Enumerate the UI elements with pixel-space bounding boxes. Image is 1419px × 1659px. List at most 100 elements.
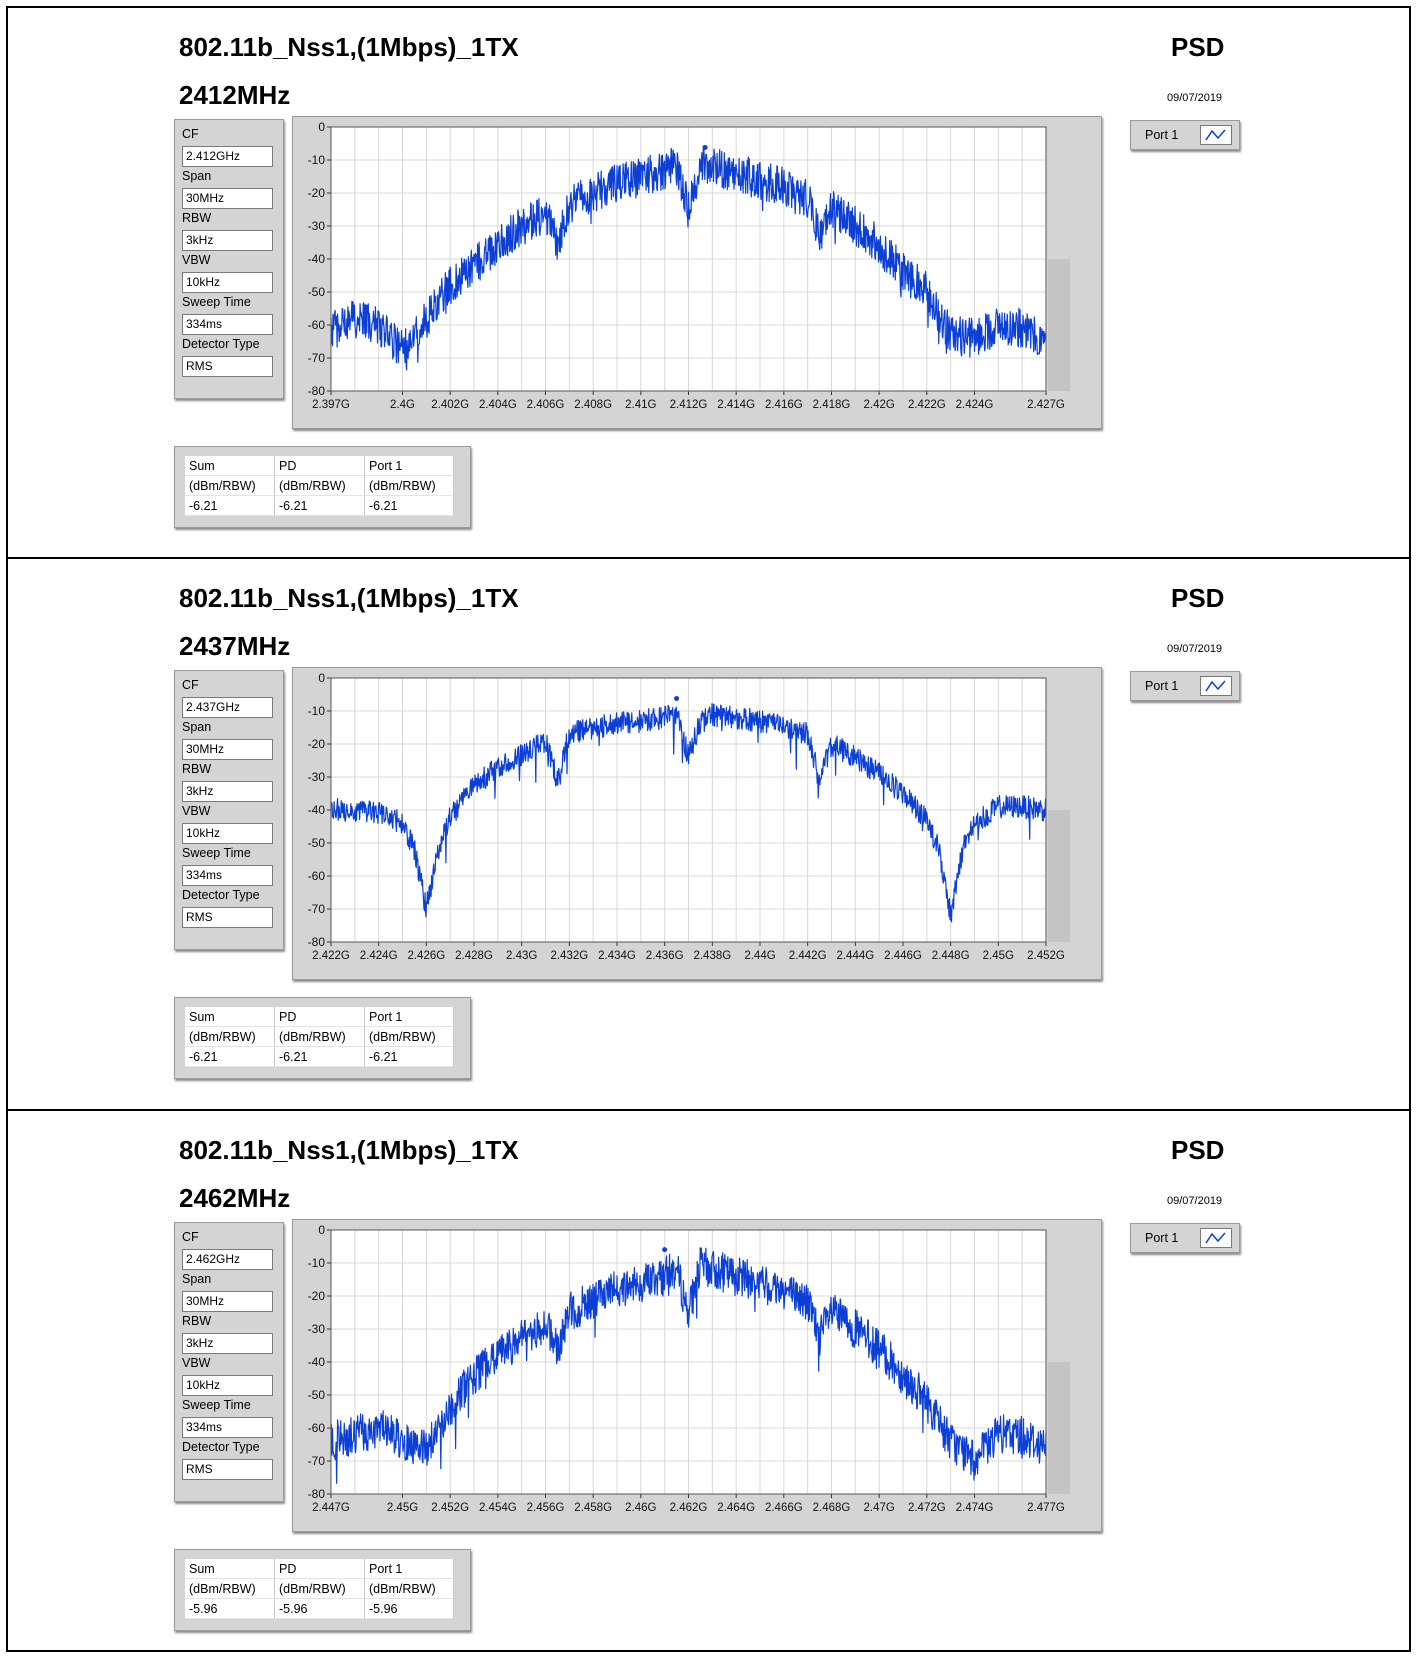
y-tick-label: -80 [308,1487,326,1501]
report-date: 09/07/2019 [1167,1195,1223,1207]
x-tick-label: 2.444G [836,950,874,962]
psd-panel-2437: 802.11b_Nss1,(1Mbps)_1TX 2437MHz PSD 09/07/… [8,557,1411,1109]
y-tick-label: -60 [308,1421,326,1435]
plot-border [330,677,1047,943]
y-tick-label: -10 [308,704,326,718]
psd-trace-port-1 [330,703,1047,923]
psd-panel-2462: 802.11b_Nss1,(1Mbps)_1TX 2462MHz PSD 09/07/… [8,1109,1411,1659]
y-tick-label: -10 [308,1256,326,1270]
setting-value-field[interactable]: 3kHz [182,230,273,251]
settings-panel: CF 2.412GHz Span 30MHz RBW 3kHz VBW 10kHz Sweep … [174,119,284,399]
setting-value-field[interactable]: 10kHz [182,1375,273,1396]
table-value-cell: -6.21 [185,496,275,516]
setting-label: Span [182,169,212,183]
x-tick-label: 2.428G [455,950,493,962]
x-tick-label: 2.45G [983,950,1014,962]
psd-trace-port-1 [330,1247,1047,1484]
x-tick-label: 2.41G [625,399,656,411]
x-tick-label: 2.4G [390,399,415,411]
y-tick-label: -70 [308,351,326,365]
plot-border [330,126,1047,392]
x-tick-label: 2.416G [765,399,803,411]
results-table: Sum (dBm/RBW) -6.21 PD (dBm/RBW) -6.21 Port 1(… [174,446,471,528]
channel-frequency: 2462MHz [179,1183,291,1213]
plot-legend[interactable]: Port 1 [1130,1223,1240,1253]
psd-graph: 0 -10 -20 -30 -40 -50 -60 -70 -80 2.422G 2.424G 2.4… [292,667,1102,980]
results-table: Sum (dBm/RBW) -6.21 PD (dBm/RBW) -6.21 Port 1(… [174,997,471,1079]
peak-marker [662,1247,668,1253]
plot-legend[interactable]: Port 1 [1130,671,1240,701]
x-tick-label: 2.426G [407,950,445,962]
setting-value-field[interactable]: RMS [182,907,273,928]
y-tick-label: 0 [318,120,325,134]
setting-value-field[interactable]: 334ms [182,1417,273,1438]
table-header-cell: Sum [185,1559,275,1579]
x-tick-label: 2.456G [527,1502,565,1514]
y-tick-label: -40 [308,1355,326,1369]
setting-value-field[interactable]: 334ms [182,314,273,335]
setting-value-field[interactable]: 2.437GHz [182,697,273,718]
measurement-type: PSD [1171,32,1225,62]
setting-value-field[interactable]: RMS [182,1459,273,1480]
x-tick-label: 2.402G [431,399,469,411]
measurement-type: PSD [1171,1135,1225,1165]
graph-side-strip [1048,810,1070,942]
channel-frequency: 2437MHz [179,631,291,661]
x-tick-label: 2.477G [1027,1502,1065,1514]
x-tick-label: 2.438G [693,950,731,962]
y-tick-label: -60 [308,869,326,883]
table-unit-cell: (dBm/RBW) [185,1579,275,1599]
setting-value-field[interactable]: 3kHz [182,781,273,802]
setting-label: VBW [182,804,211,818]
x-tick-label: 2.442G [789,950,827,962]
x-tick-label: 2.448G [932,950,970,962]
setting-value-field[interactable]: 3kHz [182,1333,273,1354]
table-value-cell: -6.21 [275,1047,365,1067]
setting-value-field[interactable]: 2.412GHz [182,146,273,167]
setting-label: VBW [182,1356,211,1370]
y-tick-label: -30 [308,219,326,233]
plot-legend[interactable]: Port 1 [1130,120,1240,150]
x-tick-label: 2.466G [765,1502,803,1514]
table-value-cell: -6.21 [365,496,454,516]
x-tick-label: 2.432G [550,950,588,962]
y-tick-label: -50 [308,836,326,850]
y-tick-label: -30 [308,1322,326,1336]
test-title: 802.11b_Nss1,(1Mbps)_1TX [179,32,519,62]
setting-value-field[interactable]: 334ms [182,865,273,886]
setting-value-field[interactable]: 10kHz [182,823,273,844]
setting-value-field[interactable]: 30MHz [182,1291,273,1312]
graph-side-strip [1048,259,1070,391]
setting-label: Detector Type [182,337,260,351]
x-tick-label: 2.436G [646,950,684,962]
table-unit-cell: (dBm/RBW) [185,476,275,496]
trace-line-icon[interactable] [1200,676,1232,696]
y-tick-label: 0 [318,671,325,685]
x-tick-label: 2.458G [574,1502,612,1514]
y-tick-label: 0 [318,1223,325,1237]
trace-line-icon[interactable] [1200,1228,1232,1248]
y-tick-label: -80 [308,935,326,949]
table-value-cell: -5.96 [185,1599,275,1619]
x-tick-label: 2.414G [717,399,755,411]
setting-value-field[interactable]: 30MHz [182,188,273,209]
x-tick-label: 2.42G [864,399,895,411]
setting-value-field[interactable]: 10kHz [182,272,273,293]
setting-value-field[interactable]: RMS [182,356,273,377]
setting-label: Span [182,1272,212,1286]
psd-chart-svg: 0 -10 -20 -30 -40 -50 -60 -70 -802.397G 2.4G 2.402… [308,120,1070,411]
y-tick-label: -50 [308,1388,326,1402]
setting-label: Detector Type [182,888,260,902]
setting-value-field[interactable]: 2.462GHz [182,1249,273,1270]
y-tick-label: -70 [308,1454,326,1468]
y-tick-label: -40 [308,803,326,817]
trace-line-icon[interactable] [1200,125,1232,145]
psd-chart-svg: 0 -10 -20 -30 -40 -50 -60 -70 -802.422G 2.424G 2.4… [308,671,1070,962]
table-value-cell: -6.21 [365,1047,454,1067]
x-tick-label: 2.47G [864,1502,895,1514]
y-tick-label: -30 [308,770,326,784]
psd-graph: 0 -10 -20 -30 -40 -50 -60 -70 -80 2.397G 2.4G 2.402… [292,116,1102,429]
legend-label: Port 1 [1145,679,1179,693]
setting-value-field[interactable]: 30MHz [182,739,273,760]
table-header-cell: Port 1 [365,456,454,476]
